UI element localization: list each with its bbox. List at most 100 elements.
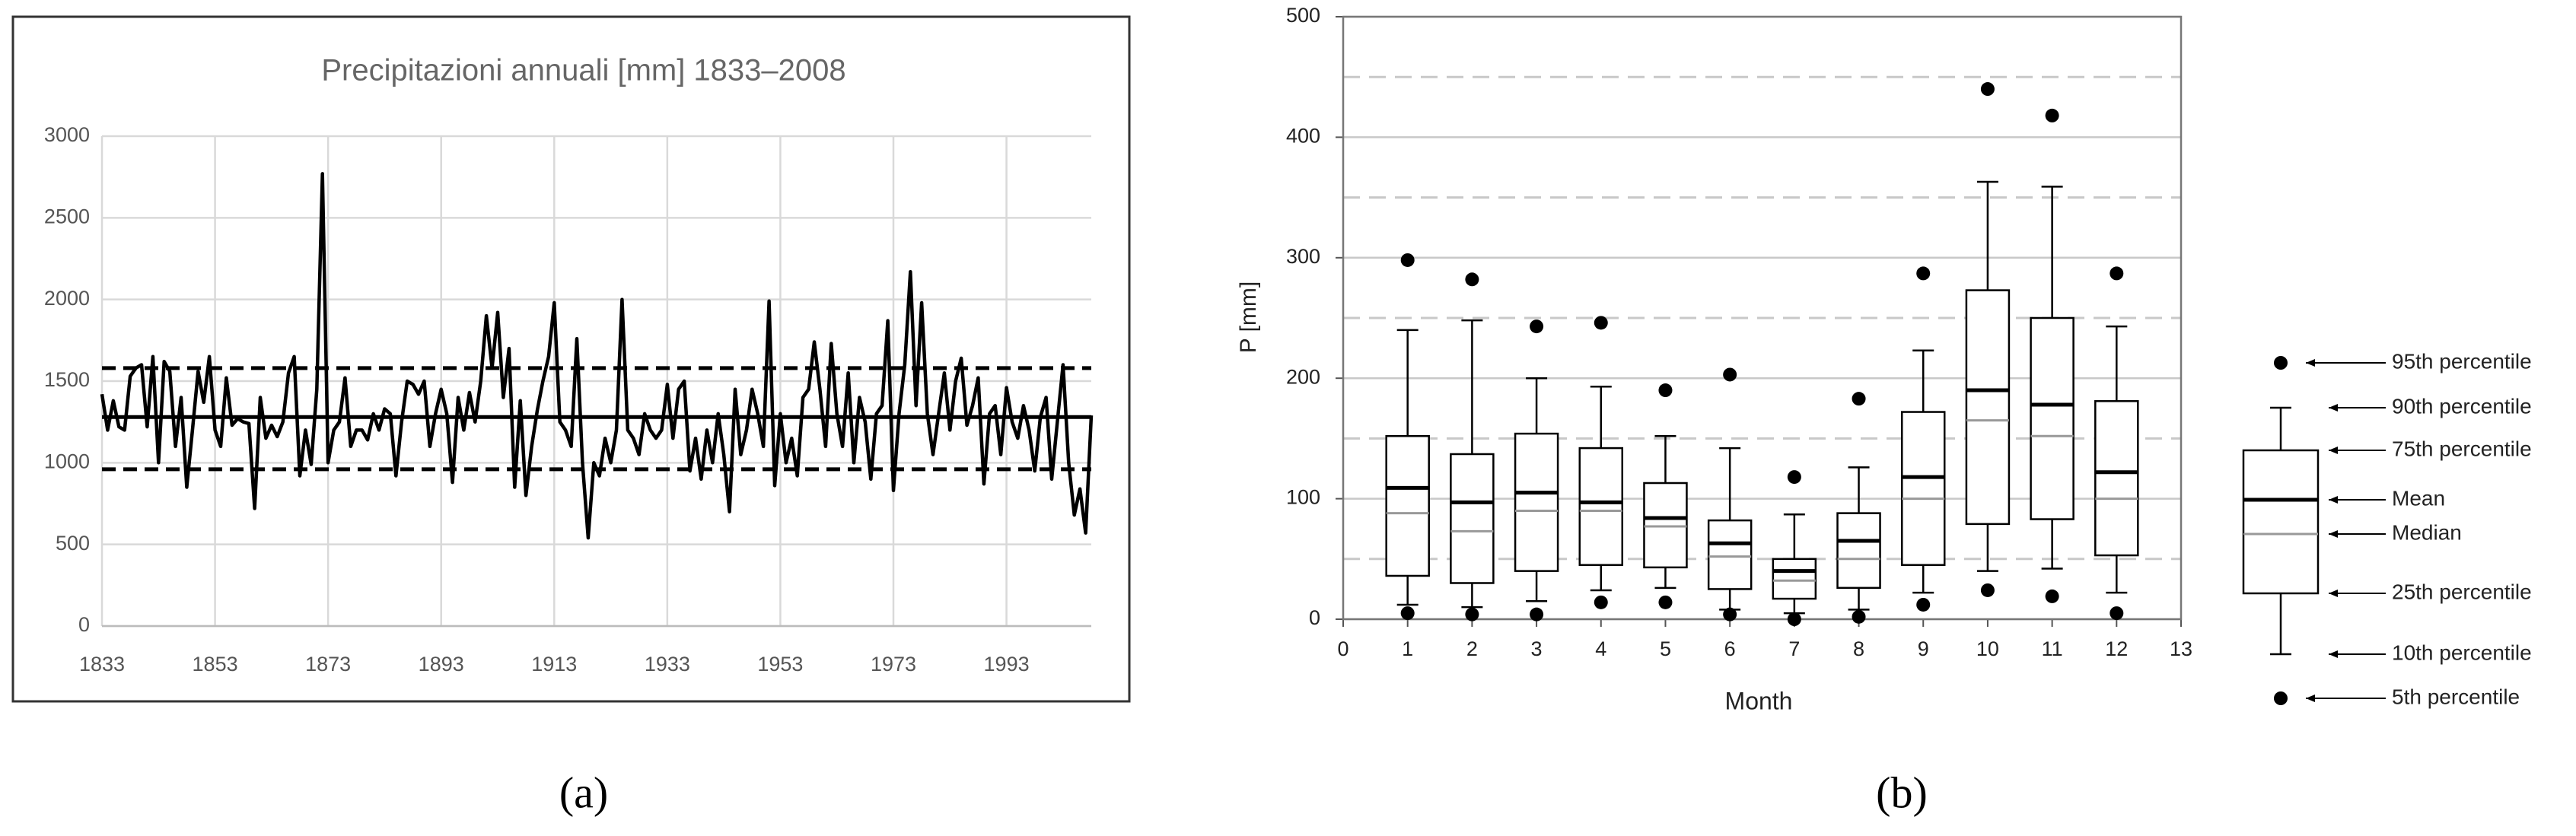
legend-sample: [2274, 691, 2288, 705]
box: [1707, 519, 1753, 590]
outlier-dot: [1852, 392, 1866, 406]
outlier-dot: [1465, 272, 1479, 287]
x-tick-label: 10: [1976, 637, 1999, 660]
legend-arrowhead: [2329, 447, 2338, 454]
box: [1836, 512, 1881, 590]
x-tick-label: 3: [1531, 637, 1543, 660]
chart-frame: [11, 15, 1131, 703]
y-tick-label: 200: [1286, 365, 1320, 388]
outlier-dot: [1400, 606, 1415, 621]
outlier-dot: [1916, 597, 1931, 612]
legend-arrowhead: [2306, 359, 2315, 367]
x-tick-label: 4: [1595, 637, 1606, 660]
y-tick-label: 100: [1286, 486, 1320, 509]
x-tick-label: 11: [2042, 637, 2063, 660]
outlier-dot: [1980, 82, 1995, 97]
data-line: [100, 172, 1094, 540]
outlier-dot: [1916, 266, 1931, 281]
legend-sample: [2242, 449, 2320, 595]
box: [1900, 411, 1946, 566]
outlier-dot: [1530, 319, 1544, 334]
legend-sample: [2274, 356, 2288, 370]
outlier-dot: [1594, 316, 1608, 330]
outlier-dot: [2110, 606, 2124, 621]
outlier-dot: [1852, 609, 1866, 624]
outlier-dot: [1658, 595, 1673, 609]
legend-arrowhead: [2329, 650, 2338, 658]
x-tick-label: 6: [1724, 637, 1736, 660]
box: [1385, 434, 1430, 577]
box: [2094, 400, 2139, 557]
x-tick-label: 1933: [645, 653, 690, 675]
panel-label: (a): [559, 768, 608, 817]
x-tick-label: 2: [1466, 637, 1478, 660]
y-tick-label: 2500: [44, 205, 90, 227]
x-tick-label: 1853: [193, 653, 238, 675]
box: [1772, 558, 1817, 600]
box: [1643, 482, 1688, 569]
x-tick-label: 12: [2105, 637, 2128, 660]
y-tick-label: 3000: [44, 123, 90, 146]
plot-frame: [1342, 15, 2183, 621]
outlier-dot: [2045, 108, 2059, 122]
y-tick-label: 400: [1286, 125, 1320, 148]
y-tick-label: 0: [1309, 606, 1320, 629]
y-tick-label: 500: [56, 532, 90, 555]
y-tick-label: 500: [1286, 4, 1320, 27]
y-tick-label: 0: [78, 613, 90, 636]
outlier-dot: [1787, 612, 1801, 626]
x-tick-label: 1913: [531, 653, 577, 675]
outlier-dot: [1723, 607, 1737, 621]
legend-label: 25th percentile: [2392, 580, 2532, 603]
outlier-dot: [1465, 607, 1479, 621]
y-tick-label: 1000: [44, 450, 90, 472]
legend-arrowhead: [2306, 695, 2315, 702]
legend-arrowhead: [2329, 404, 2338, 412]
legend-label: 5th percentile: [2392, 685, 2520, 708]
legend-arrowhead: [2329, 590, 2338, 597]
x-tick-label: 13: [2170, 637, 2192, 660]
x-tick-label: 7: [1788, 637, 1800, 660]
box: [1578, 447, 1624, 566]
y-tick-label: 300: [1286, 245, 1320, 268]
legend-label: 10th percentile: [2392, 641, 2532, 664]
legend-label: 75th percentile: [2392, 437, 2532, 460]
outlier-dot: [1980, 583, 1995, 597]
x-tick-label: 1: [1402, 637, 1413, 660]
x-tick-label: 1973: [871, 653, 916, 675]
outlier-dot: [1594, 595, 1608, 609]
box: [1965, 289, 2011, 526]
chart-title: Precipitazioni annuali [mm] 1833–2008: [321, 54, 845, 87]
legend-label: Mean: [2392, 486, 2445, 510]
outlier-dot: [1530, 607, 1544, 621]
x-tick-label: 1873: [305, 653, 351, 675]
x-tick-label: 0: [1337, 637, 1348, 660]
y-tick-label: 2000: [44, 287, 90, 310]
y-tick-label: 1500: [44, 368, 90, 391]
y-axis-label: P [mm]: [1236, 281, 1261, 353]
x-tick-label: 8: [1853, 637, 1864, 660]
box: [2030, 316, 2074, 520]
x-tick-label: 9: [1918, 637, 1929, 660]
outlier-dot: [2045, 589, 2059, 603]
x-axis-label: Month: [1725, 687, 1793, 714]
outlier-dot: [1723, 367, 1737, 382]
box: [1450, 453, 1495, 584]
x-tick-label: 1953: [757, 653, 803, 675]
legend-label: Median: [2392, 520, 2462, 544]
outlier-dot: [1400, 253, 1415, 267]
outlier-dot: [2110, 266, 2124, 281]
panel-label: (b): [1876, 768, 1928, 817]
outlier-dot: [1658, 383, 1673, 398]
legend-label: 90th percentile: [2392, 394, 2532, 418]
box: [1514, 432, 1559, 572]
x-tick-label: 1833: [79, 653, 125, 675]
outlier-dot: [1787, 470, 1801, 485]
x-tick-label: 5: [1660, 637, 1671, 660]
legend-label: 95th percentile: [2392, 349, 2532, 373]
x-tick-label: 1993: [984, 653, 1030, 675]
legend-arrowhead: [2329, 530, 2338, 538]
legend-arrowhead: [2329, 496, 2338, 504]
